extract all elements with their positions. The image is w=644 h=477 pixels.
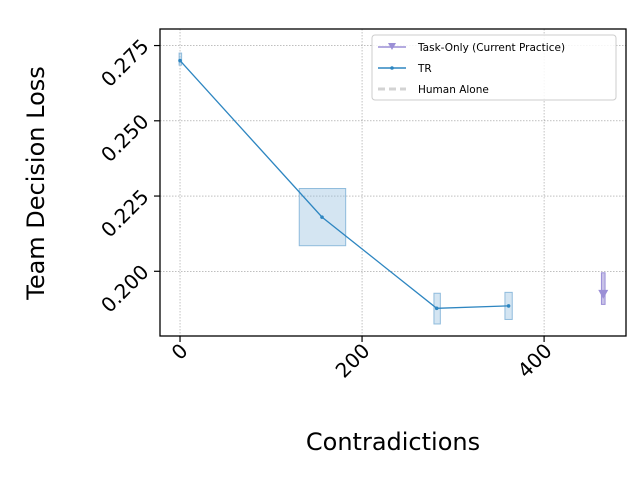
x-axis-label: Contradictions	[306, 428, 480, 456]
x-tick-label: 0	[167, 339, 193, 365]
x-tick-label: 200	[331, 339, 375, 383]
y-axis-label: Team Decision Loss	[22, 66, 50, 301]
plot-frame	[159, 28, 627, 337]
data-points	[178, 58, 609, 311]
tr-point	[506, 304, 511, 308]
task-only-point	[598, 289, 609, 299]
legend-entry-task-only: Task-Only (Current Practice)	[378, 42, 565, 54]
triangle-down-marker-icon	[388, 43, 396, 50]
y-tick-label: 0.200	[96, 260, 153, 317]
tr-line	[179, 60, 509, 309]
tr-point	[434, 306, 439, 311]
y-tick-label: 0.275	[96, 34, 153, 91]
legend-label-human-alone: Human Alone	[418, 84, 489, 96]
legend-label-tr: TR	[417, 63, 432, 75]
dot-marker-icon	[390, 66, 394, 70]
tr-point	[320, 215, 324, 219]
legend-frame	[371, 34, 617, 101]
tr-point	[178, 58, 182, 63]
task-only-uncertainty-box	[600, 272, 606, 305]
legend-entry-human-alone: Human Alone	[378, 84, 489, 96]
legend: Task-Only (Current Practice) TR Human Al…	[371, 34, 617, 101]
legend-entry-tr: TR	[378, 63, 432, 75]
legend-label-task-only: Task-Only (Current Practice)	[417, 42, 565, 54]
y-tick-label: 0.250	[96, 109, 153, 166]
x-tick-label: 400	[513, 339, 557, 383]
series-lines	[179, 60, 509, 309]
y-tick-label: 0.225	[96, 185, 153, 242]
